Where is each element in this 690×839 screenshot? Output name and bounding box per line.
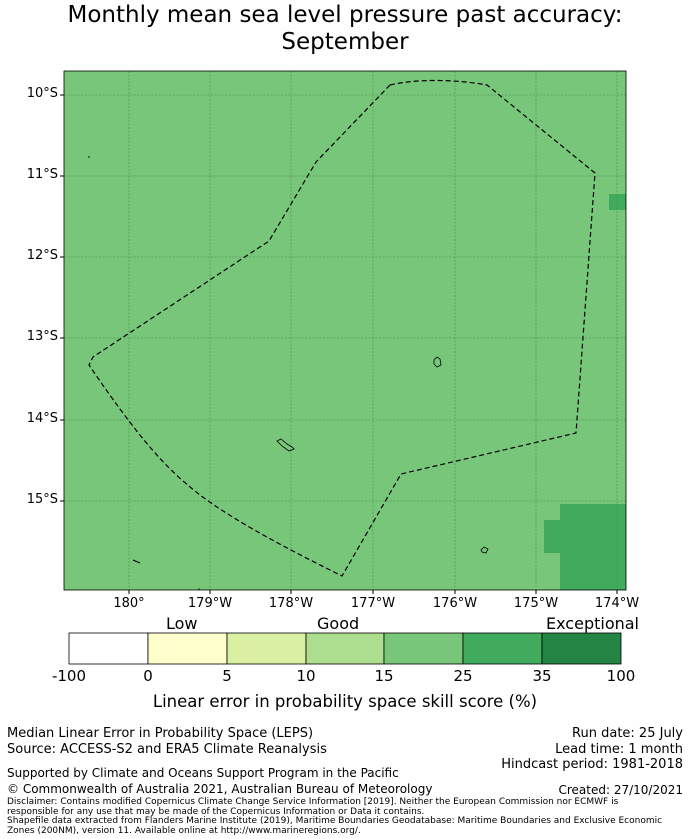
created-date: Created: 27/10/2021: [558, 783, 683, 797]
lon-label: 178°W: [268, 596, 314, 611]
gridlines: [64, 71, 626, 590]
map-frame: [63, 70, 627, 591]
skill-cell: [609, 194, 626, 210]
colorbar-segment: [305, 632, 385, 665]
colorbar-category-good: Good: [317, 614, 360, 633]
colorbar-tick-label: 15: [374, 667, 394, 685]
title-line-1: Monthly mean sea level pressure past acc…: [67, 2, 623, 28]
lat-label: 10°S: [26, 86, 58, 101]
colorbar-title: Linear error in probability space skill …: [152, 692, 538, 711]
lon-label: 175°W: [513, 596, 559, 611]
footer-copyright: © Commonwealth of Australia 2021, Austra…: [7, 782, 433, 796]
run-date: Run date: 25 July: [572, 726, 683, 741]
lat-label: 12°S: [26, 248, 58, 263]
disclaimer-line-3: Shapefile data extracted from Flanders M…: [7, 816, 663, 826]
island: [276, 438, 295, 452]
colorbar-segment: [383, 632, 464, 665]
colorbar-segment: [68, 632, 149, 665]
colorbar-tick-label: 25: [453, 667, 473, 685]
lead-time: Lead time: 1 month: [555, 742, 683, 757]
colorbar: [68, 632, 622, 665]
island: [433, 356, 442, 368]
colorbar-segment: [462, 632, 543, 665]
disclaimer-line-4: Zones (200NM), version 11. Available onl…: [7, 826, 361, 836]
lat-label: 14°S: [26, 411, 58, 426]
title-line-2: September: [281, 29, 409, 55]
maritime-boundary: [88, 79, 596, 577]
island: [132, 559, 141, 564]
colorbar-segment: [226, 632, 307, 665]
colorbar-tick-label: 35: [532, 667, 552, 685]
colorbar-tick-label: 5: [222, 667, 232, 685]
island: [480, 546, 489, 554]
lon-label: 180°: [113, 596, 145, 611]
footer-source: Source: ACCESS-S2 and ERA5 Climate Reana…: [7, 742, 327, 757]
island: [88, 156, 90, 158]
skill-cell: [544, 520, 560, 553]
colorbar-tick-label: -100: [51, 667, 87, 685]
disclaimer-line-1: Disclaimer: Contains modified Copernicus…: [7, 797, 619, 807]
skill-cell: [560, 504, 626, 590]
colorbar-tick-label: 0: [143, 667, 153, 685]
axis-ticks: [60, 94, 618, 594]
colorbar-segment: [541, 632, 622, 665]
colorbar-tick-label: 100: [606, 667, 636, 685]
lon-label: 176°W: [432, 596, 478, 611]
lon-label: 179°W: [187, 596, 233, 611]
disclaimer-line-2: responsible for any use that may be made…: [7, 807, 425, 817]
hindcast-period: Hindcast period: 1981-2018: [501, 757, 683, 772]
colorbar-tick-label: 10: [296, 667, 316, 685]
lat-label: 11°S: [26, 167, 58, 182]
lat-label: 13°S: [26, 329, 58, 344]
colorbar-category-exceptional: Exceptional: [546, 614, 639, 633]
map-background: [64, 71, 626, 590]
lon-label: 174°W: [594, 596, 640, 611]
footer-supported: Supported by Climate and Oceans Support …: [7, 766, 399, 780]
island: [198, 588, 200, 590]
lat-label: 15°S: [26, 492, 58, 507]
chart-title: Monthly mean sea level pressure past acc…: [0, 2, 690, 56]
colorbar-category-low: Low: [166, 614, 198, 633]
footer-leps: Median Linear Error in Probability Space…: [7, 726, 314, 741]
lon-label: 177°W: [350, 596, 396, 611]
colorbar-segment: [147, 632, 228, 665]
